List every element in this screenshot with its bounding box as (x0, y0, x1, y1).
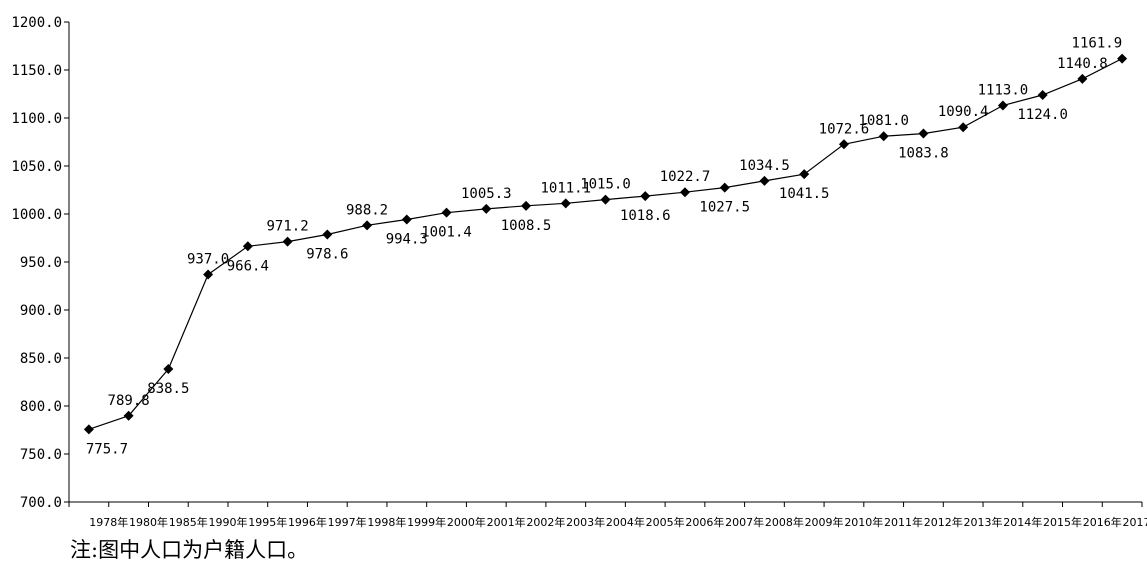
series-markers (83, 53, 1128, 435)
data-label: 1034.5 (739, 158, 790, 174)
data-label: 1041.5 (779, 186, 830, 202)
data-point-marker (958, 122, 969, 133)
data-point-marker (918, 128, 929, 139)
population-line-chart: 700.0 750.0 800.0 850.0 900.0 950.0 1000.0 1050… (11, 15, 1147, 529)
x-tick-label: 2013年 (964, 515, 1003, 529)
x-tick-label: 2016年 (1083, 515, 1122, 529)
data-point-marker (679, 187, 690, 198)
data-label: 994.3 (386, 231, 428, 247)
data-label: 988.2 (346, 202, 388, 218)
data-point-marker (401, 214, 412, 225)
data-label: 1011.1 (540, 180, 591, 196)
x-tick-label: 2008年 (765, 515, 804, 529)
y-tick-label: 1200.0 (11, 15, 62, 31)
y-tick-label: 750.0 (20, 447, 62, 463)
x-tick-label: 2011年 (884, 515, 923, 529)
data-label: 1090.4 (938, 104, 989, 120)
y-tick-label: 700.0 (20, 495, 62, 511)
y-tick-label: 1000.0 (11, 207, 62, 223)
data-label: 1001.4 (421, 225, 472, 241)
data-label: 978.6 (306, 247, 348, 263)
data-label: 1027.5 (699, 200, 750, 216)
data-point-marker (242, 241, 253, 252)
data-point-marker (838, 139, 849, 150)
footnote: 注:图中人口为户籍人口。 (70, 538, 309, 562)
x-tick-label: 1995年 (248, 515, 287, 529)
data-label: 1018.6 (620, 208, 671, 224)
y-tick-label: 800.0 (20, 399, 62, 415)
data-point-marker (123, 410, 134, 421)
data-label: 1008.5 (501, 218, 552, 234)
data-point-marker (441, 207, 452, 218)
y-tick-label: 1100.0 (11, 111, 62, 127)
x-tick-label: 2009年 (805, 515, 844, 529)
x-tick-label: 2012年 (924, 515, 963, 529)
data-point-marker (600, 194, 611, 205)
x-tick-label: 2003年 (566, 515, 605, 529)
x-tick-label: 2001年 (487, 515, 526, 529)
x-tick-label: 2007年 (725, 515, 764, 529)
x-tick-label: 2015年 (1043, 515, 1082, 529)
data-label: 1081.0 (858, 113, 909, 129)
data-label: 1015.0 (580, 177, 631, 193)
data-point-marker (521, 200, 532, 211)
data-point-marker (799, 169, 810, 180)
data-point-marker (878, 131, 889, 142)
y-tick-label: 1050.0 (11, 159, 62, 175)
x-tick-label: 2004年 (606, 515, 645, 529)
data-label: 937.0 (187, 251, 229, 267)
x-tick-label: 2010年 (844, 515, 883, 529)
data-point-marker (997, 100, 1008, 111)
data-point-marker (640, 191, 651, 202)
x-tick-label: 2006年 (685, 515, 724, 529)
data-point-marker (203, 269, 214, 280)
x-tick-label: 1996年 (288, 515, 327, 529)
x-tick-label: 1990年 (208, 515, 247, 529)
x-axis-ticks: 1978年 1980年 1985年 1990年 1995年 1996年 1997年 1998年… (68, 502, 1147, 529)
y-tick-label: 850.0 (20, 351, 62, 367)
data-label: 1161.9 (1072, 36, 1123, 52)
data-label: 838.5 (147, 381, 189, 397)
x-tick-label: 1999年 (407, 515, 446, 529)
x-tick-label: 1998年 (367, 515, 406, 529)
data-point-marker (362, 220, 373, 231)
data-point-marker (282, 236, 293, 247)
data-point-marker (560, 198, 571, 209)
data-label: 1083.8 (898, 146, 949, 162)
x-tick-label: 1978年 (89, 515, 128, 529)
data-point-marker (1037, 89, 1048, 100)
data-point-marker (83, 424, 94, 435)
data-label: 966.4 (227, 258, 269, 274)
x-tick-label: 2014年 (1003, 515, 1042, 529)
data-point-marker (719, 182, 730, 193)
data-label: 1124.0 (1017, 107, 1068, 123)
data-point-marker (1077, 73, 1088, 84)
x-tick-label: 2017年 (1123, 515, 1147, 529)
y-tick-label: 900.0 (20, 303, 62, 319)
data-point-marker (481, 203, 492, 214)
x-tick-label: 2000年 (447, 515, 486, 529)
data-label: 789.8 (108, 393, 150, 409)
data-point-marker (322, 229, 333, 240)
x-tick-label: 1980年 (129, 515, 168, 529)
x-tick-label: 2005年 (646, 515, 685, 529)
data-label: 775.7 (86, 441, 128, 457)
y-axis-ticks: 700.0 750.0 800.0 850.0 900.0 950.0 1000.0 1050… (11, 15, 69, 511)
data-label: 971.2 (266, 219, 308, 235)
y-tick-label: 950.0 (20, 255, 62, 271)
data-point-marker (1117, 53, 1128, 64)
x-tick-label: 1997年 (328, 515, 367, 529)
data-label: 1113.0 (978, 83, 1029, 99)
data-point-marker (163, 364, 174, 375)
x-tick-label: 1985年 (169, 515, 208, 529)
data-point-marker (759, 175, 770, 186)
data-label: 1072.6 (819, 121, 870, 137)
data-label: 1005.3 (461, 186, 512, 202)
x-tick-label: 2002年 (526, 515, 565, 529)
data-label: 1022.7 (660, 169, 711, 185)
data-label: 1140.8 (1057, 56, 1108, 72)
y-tick-label: 1150.0 (11, 63, 62, 79)
